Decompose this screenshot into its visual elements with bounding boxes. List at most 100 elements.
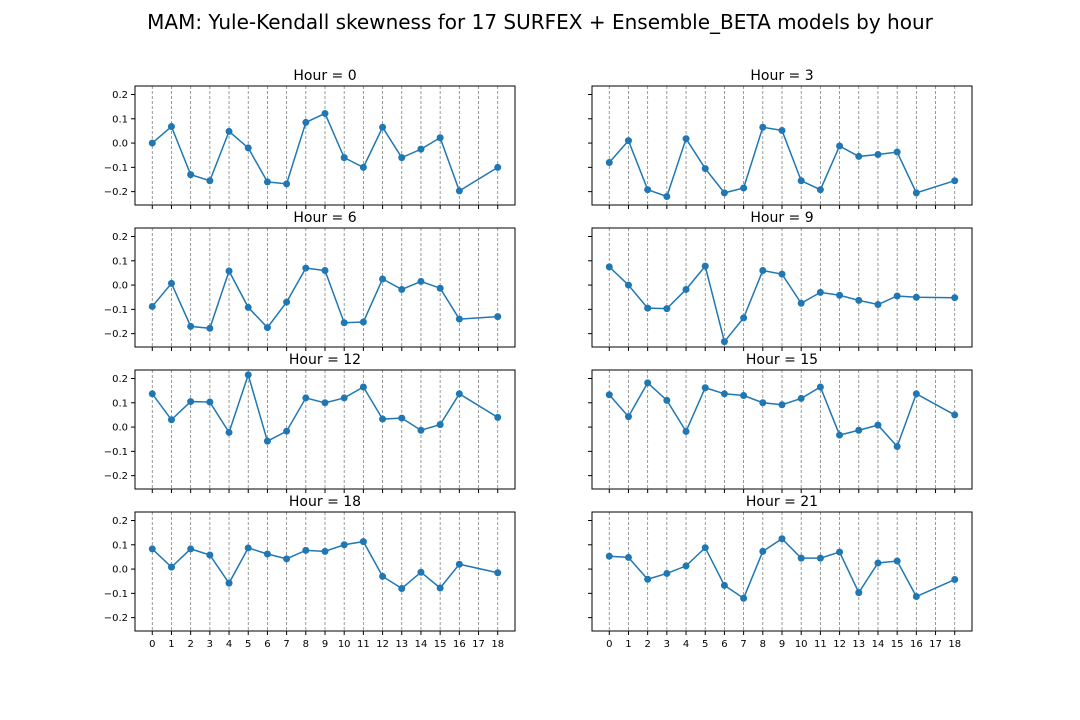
data-point [855,152,863,160]
data-point [359,163,367,171]
data-point [740,594,748,602]
data-point [206,177,214,185]
data-point [455,187,463,195]
data-point [398,154,406,162]
data-point [644,304,652,312]
data-point [912,189,920,197]
data-point [720,581,728,589]
data-point [494,413,502,421]
data-point [148,302,156,310]
data-point [816,186,824,194]
data-point [379,275,387,283]
x-tick-label: 7 [740,639,746,650]
data-point [206,398,214,406]
data-point [321,399,329,407]
y-tick-label: 0.0 [112,423,128,434]
x-tick-label: 16 [453,639,466,650]
data-point [340,541,348,549]
data-point [187,398,195,406]
x-tick-label: 15 [434,639,447,650]
data-point [187,171,195,179]
data-point [302,546,310,554]
x-tick-label: 1 [168,639,174,650]
data-point [893,443,901,450]
data-point [624,413,632,421]
x-tick-label: 1 [625,639,631,650]
data-point [167,279,175,287]
data-point [720,338,728,346]
data-point [816,554,824,562]
x-tick-label: 2 [644,639,650,650]
data-point [340,154,348,162]
data-point [417,145,425,153]
data-point [951,294,959,302]
data-point [605,263,613,271]
x-tick-label: 8 [303,639,309,650]
data-point [283,180,291,188]
data-point [759,123,767,131]
data-point [283,298,291,306]
subplot: Hour = 18−0.2−0.10.00.10.20 1 2 3 4 5 6 7 8 9 10 11… [104,494,516,650]
data-point [206,551,214,559]
data-point [359,538,367,546]
data-point [379,572,387,580]
data-point [494,163,502,171]
x-tick-label: 17 [929,639,942,650]
x-tick-label: 14 [872,639,885,650]
subplot-grid: Hour = 0 −0.2 −0.1 0.0 0.1 0.2 Hour = 3 Hour = … [104,68,973,650]
data-point [855,296,863,304]
data-point [436,284,444,292]
y-tick-label: −0.2 [104,471,128,482]
subplot-title: Hour = 0 [293,68,356,84]
data-point [455,560,463,568]
data-point [187,322,195,330]
data-point [797,177,805,185]
y-tick-label: 0.2 [112,232,128,243]
data-point [206,324,214,332]
data-point [663,396,671,404]
x-tick-label: 10 [795,639,808,650]
data-point [225,127,233,135]
x-tick-label: 18 [491,639,504,650]
x-tick-label: 0 [149,639,155,650]
data-point [701,384,709,392]
y-tick-label: 0.2 [112,374,128,385]
data-point [379,123,387,131]
data-point [874,301,882,308]
y-tick-label: 0.1 [112,114,128,125]
subplot: Hour = 6 −0.2 −0.1 0.0 0.1 0.2 [104,210,516,351]
data-point [682,562,690,570]
y-tick-label: 0.1 [112,256,128,267]
data-point [244,544,252,552]
data-point [244,144,252,152]
data-point [874,421,882,429]
x-tick-label: 4 [683,639,689,650]
x-tick-label: 5 [702,639,708,650]
subplot-title: Hour = 15 [746,352,818,368]
x-tick-label: 10 [338,639,351,650]
data-point [759,399,767,407]
data-point [148,545,156,553]
subplot: Hour = 9 [588,210,973,351]
data-point [417,277,425,285]
data-point [701,262,709,270]
data-point [417,568,425,576]
data-point [778,126,786,134]
data-point [855,426,863,434]
subplot: Hour = 12 −0.2 −0.1 0.0 0.1 0.2 [104,352,516,493]
data-point [912,293,920,301]
data-point [951,576,959,584]
subplot: Hour = 3 [588,68,973,209]
data-point [797,394,805,402]
data-point [398,414,406,422]
data-point [759,547,767,555]
data-point [797,554,805,562]
subplot: Hour = 0 −0.2 −0.1 0.0 0.1 0.2 [104,68,516,209]
x-tick-label: 4 [226,639,232,650]
data-point [225,579,233,587]
data-point [893,557,901,565]
figure-title: MAM: Yule-Kendall skewness for 17 SURFEX… [147,10,933,34]
data-point [951,177,959,185]
data-point [874,559,882,567]
